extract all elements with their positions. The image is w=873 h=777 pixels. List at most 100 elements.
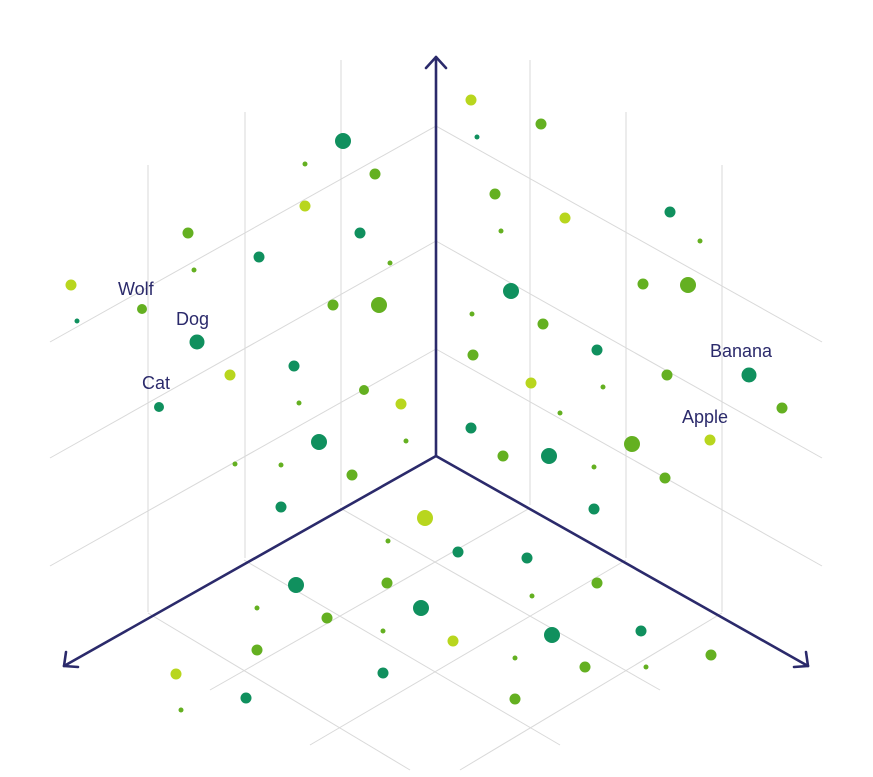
data-point: [588, 503, 600, 515]
grid-line: [147, 612, 411, 771]
data-point: [559, 212, 571, 224]
data-point: [178, 707, 184, 713]
data-point: [661, 369, 673, 381]
grid-line: [339, 507, 661, 691]
data-point: [371, 297, 387, 313]
data-point: [512, 655, 518, 661]
data-point: [170, 668, 182, 680]
data-point: [659, 472, 671, 484]
grid-line: [49, 125, 437, 343]
grid-line: [49, 240, 437, 459]
data-point: [254, 605, 260, 611]
data-point: [335, 133, 351, 149]
data-point: [65, 279, 77, 291]
grid-line: [435, 348, 823, 567]
data-point: [705, 649, 717, 661]
data-point: [509, 693, 521, 705]
points: [65, 94, 788, 713]
data-point: [302, 161, 308, 167]
data-point: [346, 469, 358, 481]
data-point: [137, 304, 147, 314]
label-cat: Cat: [142, 373, 170, 393]
data-point: [275, 501, 287, 513]
data-point: [465, 94, 477, 106]
axes: [62, 55, 810, 669]
data-point: [253, 251, 265, 263]
data-point: [387, 260, 393, 266]
data-point: [529, 593, 535, 599]
data-point: [354, 227, 366, 239]
data-point: [643, 664, 649, 670]
arrow-down-right-icon: [792, 650, 810, 669]
data-point: [154, 402, 164, 412]
grid-line: [309, 559, 627, 746]
grid-line: [49, 348, 437, 567]
data-point: [544, 627, 560, 643]
data-point: [776, 402, 788, 414]
right-axis: [434, 454, 810, 668]
data-point: [591, 344, 603, 356]
arrow-down-left-icon: [62, 650, 80, 669]
data-point: [704, 434, 716, 446]
grid: [49, 60, 823, 771]
data-point: [385, 538, 391, 544]
data-point: [191, 267, 197, 273]
data-point: [465, 422, 477, 434]
grid-line: [435, 240, 823, 459]
data-point: [395, 398, 407, 410]
data-point: [288, 360, 300, 372]
data-point: [541, 448, 557, 464]
data-point: [469, 311, 475, 317]
label-dog: Dog: [176, 309, 209, 329]
data-point: [489, 188, 501, 200]
data-point: [251, 644, 263, 656]
data-point: [232, 461, 238, 467]
data-point: [278, 462, 284, 468]
data-point: [521, 552, 533, 564]
data-point: [452, 546, 464, 558]
label-banana: Banana: [710, 341, 773, 361]
data-point: [498, 228, 504, 234]
data-point: [377, 667, 389, 679]
data-point: [537, 318, 549, 330]
left-axis: [62, 454, 438, 668]
data-point: [296, 400, 302, 406]
arrow-up-icon: [424, 55, 448, 70]
data-point: [413, 600, 429, 616]
grid-line: [209, 507, 531, 691]
data-point: [635, 625, 647, 637]
data-point: [525, 377, 537, 389]
data-point: [359, 385, 369, 395]
data-point: [403, 438, 409, 444]
label-apple: Apple: [682, 407, 728, 427]
data-point: [557, 410, 563, 416]
data-point: [74, 318, 80, 324]
data-point: [497, 450, 509, 462]
data-point: [299, 200, 311, 212]
data-point: [224, 369, 236, 381]
data-point: [591, 464, 597, 470]
label-wolf: Wolf: [118, 279, 155, 299]
data-point: [600, 384, 606, 390]
data-point: [447, 635, 459, 647]
data-point: [189, 334, 205, 350]
data-point: [182, 227, 194, 239]
data-point: [579, 661, 591, 673]
data-point: [680, 277, 696, 293]
grid-line: [459, 612, 723, 771]
data-point: [369, 168, 381, 180]
data-point: [503, 283, 519, 299]
data-point: [741, 367, 757, 383]
data-point: [240, 692, 252, 704]
data-point: [637, 278, 649, 290]
data-point: [624, 436, 640, 452]
data-point: [288, 577, 304, 593]
data-point: [380, 628, 386, 634]
grid-line: [435, 125, 823, 343]
data-point: [381, 577, 393, 589]
data-point: [417, 510, 433, 526]
data-point: [697, 238, 703, 244]
data-point: [321, 612, 333, 624]
data-point: [467, 349, 479, 361]
